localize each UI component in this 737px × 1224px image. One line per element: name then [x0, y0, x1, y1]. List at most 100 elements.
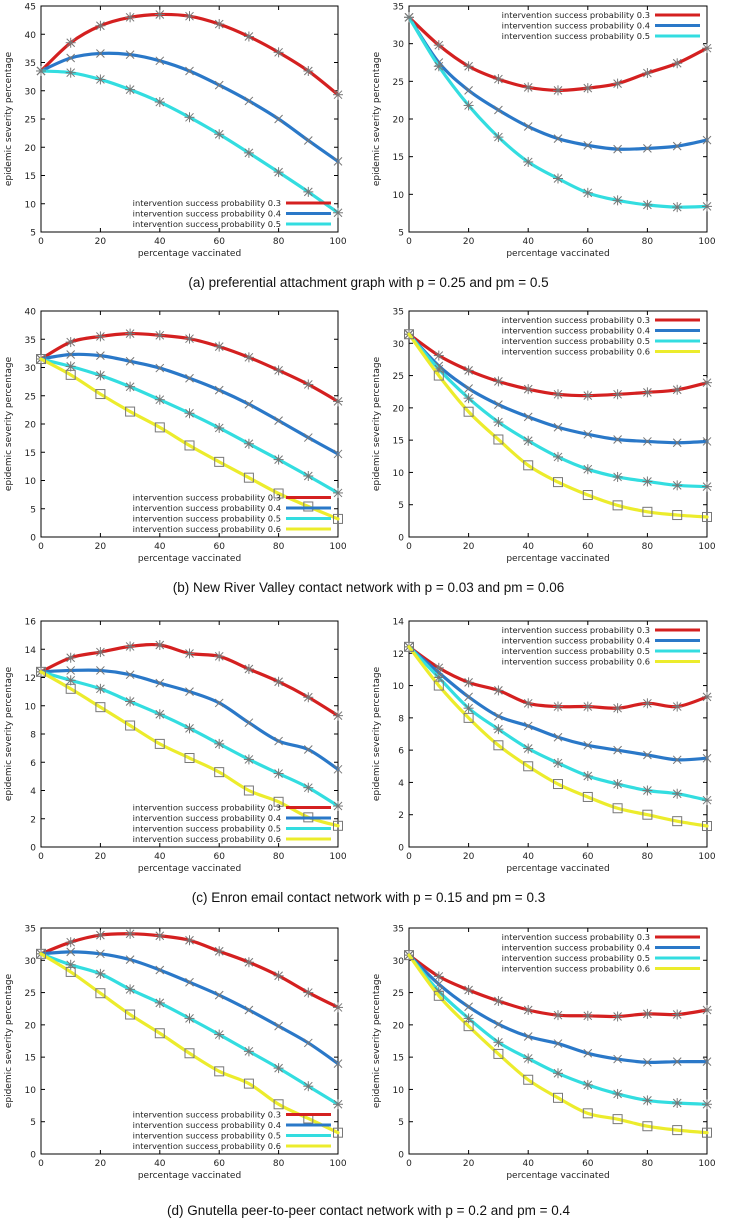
data-point: [433, 350, 444, 361]
y-tick-label: 15: [25, 449, 36, 459]
data-point: [582, 791, 593, 802]
data-point: [155, 965, 165, 975]
data-point: [96, 666, 105, 675]
x-tick-label: 80: [642, 237, 654, 247]
data-point: [66, 666, 76, 675]
data-point: [333, 710, 343, 721]
y-tick-label: 10: [25, 200, 37, 210]
x-tick-label: 0: [38, 237, 44, 247]
data-point: [672, 384, 683, 395]
data-point: [273, 970, 284, 981]
data-point: [214, 1066, 225, 1077]
data-point: [185, 66, 194, 76]
data-point: [553, 758, 563, 769]
y-axis-label: epidemic severity percentage: [4, 51, 14, 186]
data-point: [125, 84, 136, 95]
x-axis-label: percentage vaccinated: [138, 249, 241, 259]
data-point: [333, 764, 343, 774]
x-tick-label: 0: [406, 852, 412, 862]
y-tick-label: 14: [25, 646, 37, 656]
data-point: [243, 352, 254, 363]
y-tick-label: 25: [25, 989, 36, 999]
x-tick-label: 40: [154, 1159, 166, 1169]
data-point: [463, 61, 474, 72]
chart-a-left: 5 10 15 20 25 30 35 40 45 0 20 40 60 80 100 percentage …: [4, 3, 347, 260]
data-point: [243, 31, 254, 42]
data-point: [612, 703, 623, 714]
y-tick-label: 35: [393, 308, 404, 318]
data-point: [642, 1008, 653, 1019]
data-point: [333, 396, 343, 407]
data-point: [274, 114, 283, 124]
data-point: [95, 331, 106, 342]
data-point: [464, 1002, 473, 1012]
legend-label: intervention success probability 0.6: [502, 347, 650, 357]
y-tick-label: 5: [398, 1118, 404, 1128]
x-tick-label: 40: [154, 852, 166, 862]
data-point: [523, 460, 534, 471]
data-point: [553, 477, 563, 488]
x-tick-label: 60: [213, 1159, 225, 1169]
data-point: [582, 390, 593, 401]
x-tick-label: 0: [38, 852, 44, 862]
y-tick-label: 0: [30, 1151, 36, 1161]
data-point: [702, 511, 712, 522]
data-point: [702, 1005, 712, 1016]
y-tick-label: 10: [393, 191, 405, 201]
y-tick-label: 20: [25, 144, 37, 154]
data-point: [65, 361, 76, 372]
chart-b-left: 0 5 10 15 20 25 30 35 40 0 20 40 60 80 100 percentage v…: [4, 308, 347, 565]
x-tick-label: 100: [698, 1159, 715, 1169]
legend-label: intervention success probability 0.5: [502, 336, 650, 346]
data-point: [125, 1009, 136, 1020]
data-point: [582, 1010, 593, 1021]
data-point: [523, 743, 534, 754]
series-line: [39, 952, 340, 1106]
y-tick-label: 0: [30, 844, 36, 854]
data-point: [303, 1038, 313, 1048]
y-tick-label: 6: [398, 747, 404, 757]
data-point: [672, 755, 682, 765]
data-point: [404, 329, 414, 340]
data-point: [184, 753, 195, 764]
data-point: [125, 356, 135, 366]
data-point: [612, 1114, 623, 1125]
chart-d-left: 0 5 10 15 20 25 30 35 0 20 40 60 80 100 percentage vac…: [4, 925, 347, 1182]
data-point: [642, 698, 653, 709]
plot-frame: [408, 310, 708, 538]
y-tick-label: 0: [398, 844, 404, 854]
data-point: [493, 132, 504, 143]
data-point: [333, 157, 343, 166]
data-point: [583, 740, 593, 750]
data-point: [494, 711, 503, 721]
data-point: [273, 167, 284, 178]
data-point: [493, 1048, 504, 1059]
data-point: [582, 770, 593, 781]
y-tick-label: 12: [393, 650, 404, 660]
data-point: [214, 80, 224, 90]
y-tick-label: 30: [25, 364, 37, 374]
data-point: [214, 19, 225, 30]
data-point: [303, 692, 314, 703]
data-point: [672, 788, 683, 799]
y-tick-label: 35: [393, 925, 404, 935]
data-point: [184, 112, 195, 123]
data-point: [214, 456, 225, 467]
data-point: [95, 683, 106, 694]
data-point: [493, 685, 504, 696]
data-point: [214, 129, 225, 140]
data-point: [582, 701, 593, 712]
data-point: [154, 997, 165, 1008]
data-point: [214, 738, 225, 749]
data-point: [642, 1095, 653, 1106]
data-point: [185, 373, 194, 383]
data-point: [523, 1032, 533, 1041]
legend-label: intervention success probability 0.5: [502, 31, 650, 41]
y-tick-label: 25: [25, 116, 36, 126]
data-point: [702, 1127, 712, 1138]
data-point: [95, 968, 106, 979]
data-point: [702, 1099, 712, 1110]
y-tick-label: 30: [393, 340, 405, 350]
x-tick-label: 20: [95, 1159, 107, 1169]
y-tick-label: 30: [25, 957, 37, 967]
